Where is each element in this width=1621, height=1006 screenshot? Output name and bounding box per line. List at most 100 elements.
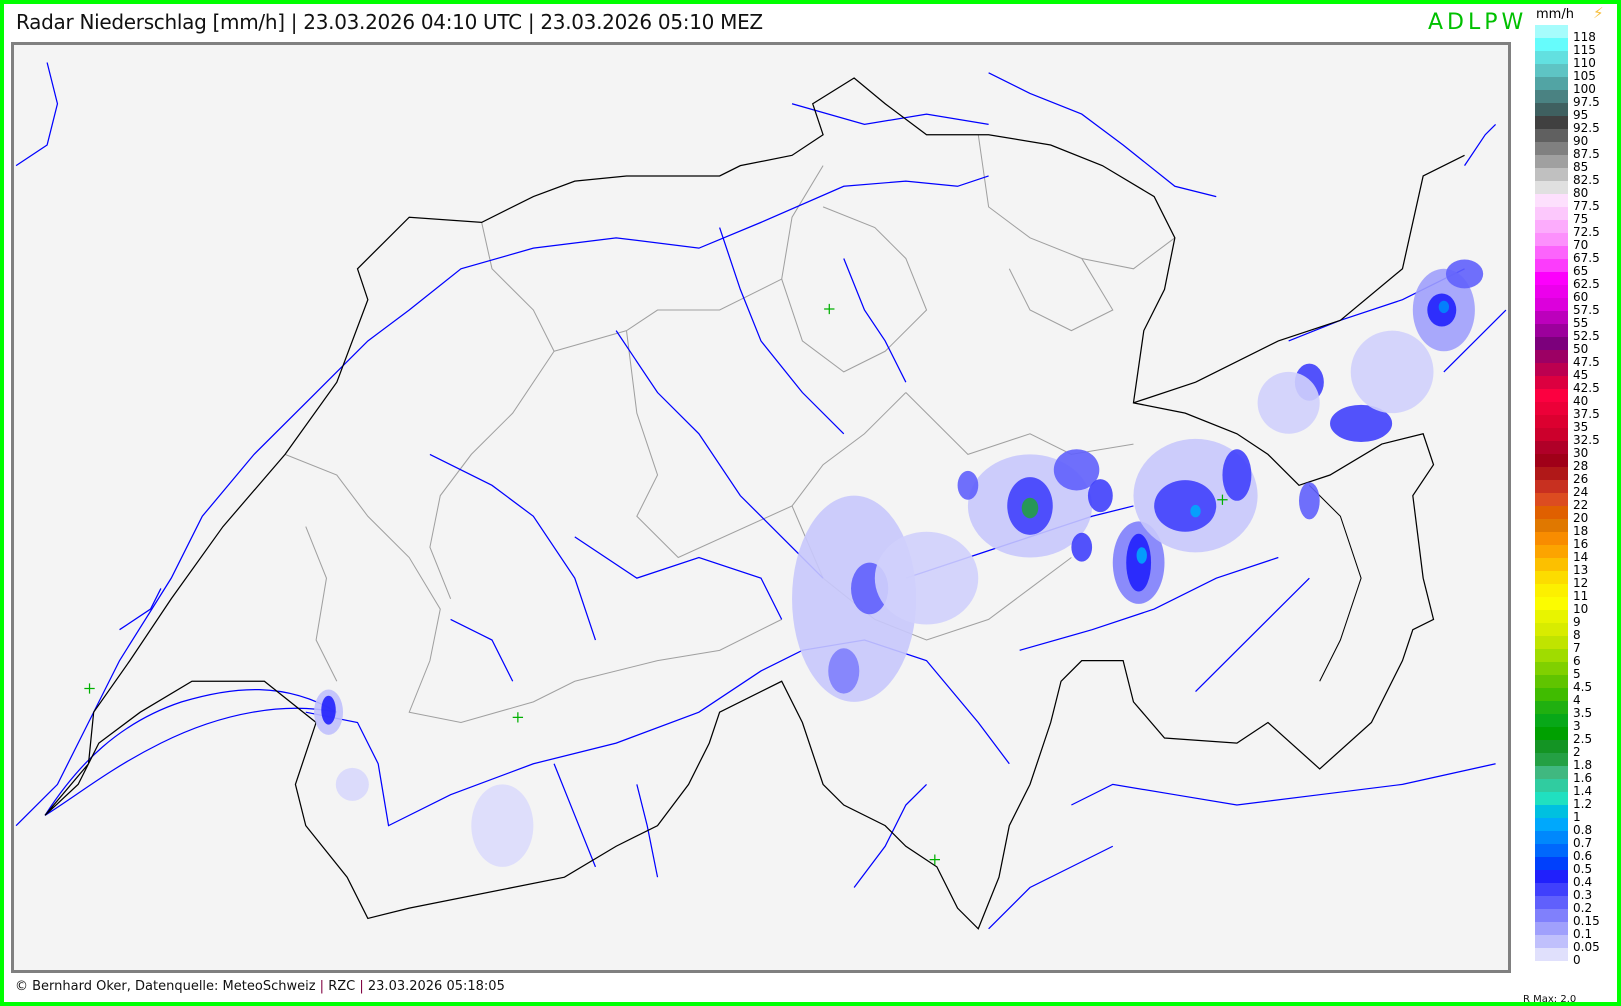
product-code: RZC: [328, 979, 356, 994]
legend-swatch: [1535, 753, 1568, 766]
legend-swatch: [1535, 428, 1568, 441]
legend-swatch: [1535, 441, 1568, 454]
legend-swatch: [1535, 870, 1568, 883]
legend-swatch: [1535, 77, 1568, 90]
legend-label: 18: [1573, 524, 1589, 538]
precipitation-cell: [1021, 497, 1039, 519]
legend-label: 0.4: [1573, 875, 1593, 889]
legend-label: 0.1: [1573, 927, 1593, 941]
legend-swatch: [1535, 623, 1568, 636]
river: [988, 845, 1114, 930]
legend-label: 110: [1573, 56, 1596, 70]
legend-swatch: [1535, 922, 1568, 935]
precipitation-cell: [1071, 532, 1093, 562]
legend-swatch: [1535, 909, 1568, 922]
country-border: [44, 77, 1435, 930]
station-cross-icon: [1217, 494, 1228, 505]
separator: |: [319, 979, 325, 994]
legend-label: 100: [1573, 82, 1596, 96]
legend-swatch: [1535, 51, 1568, 64]
legend-swatch: [1535, 857, 1568, 870]
legend-swatch: [1535, 285, 1568, 298]
legend-swatch: [1535, 714, 1568, 727]
legend-swatch: [1535, 454, 1568, 467]
country-border: [1133, 154, 1465, 404]
legend-swatch: [1535, 545, 1568, 558]
legend-label: 3: [1573, 719, 1581, 733]
legend-swatch: [1535, 779, 1568, 792]
legend-swatch: [1535, 844, 1568, 857]
legend-swatch: [1535, 584, 1568, 597]
radar-map[interactable]: [11, 42, 1511, 973]
legend-swatch: [1535, 25, 1568, 38]
legend-swatch: [1535, 272, 1568, 285]
precipitation-cell: [1445, 259, 1484, 289]
legend-swatch: [1535, 558, 1568, 571]
lightning-icon[interactable]: ⚡: [1593, 4, 1604, 22]
legend-label: 97.5: [1573, 95, 1600, 109]
legend-label: 62.5: [1573, 277, 1600, 291]
legend-label: 77.5: [1573, 199, 1600, 213]
precipitation-cell: [828, 648, 860, 694]
legend-label: 32.5: [1573, 433, 1600, 447]
precipitation-cell: [1190, 504, 1201, 518]
legend-label: 0.3: [1573, 888, 1593, 902]
legend-swatch: [1535, 129, 1568, 142]
river: [1019, 556, 1279, 651]
legend-swatch: [1535, 363, 1568, 376]
legend-swatch: [1535, 896, 1568, 909]
legend-swatch: [1535, 688, 1568, 701]
precipitation-cell: [1053, 449, 1100, 491]
legend-label: 0.6: [1573, 849, 1593, 863]
legend-label: 57.5: [1573, 303, 1600, 317]
precipitation-cell: [1126, 533, 1152, 592]
canton-border: [305, 526, 338, 682]
legend-swatch: [1535, 142, 1568, 155]
legend-label: 42.5: [1573, 381, 1600, 395]
legend-swatch: [1535, 64, 1568, 77]
legend-label: 4.5: [1573, 680, 1593, 694]
legend-label: 0.5: [1573, 862, 1593, 876]
legend-label: 92.5: [1573, 121, 1600, 135]
legend-label: 118: [1573, 30, 1596, 44]
legend-swatch: [1535, 740, 1568, 753]
legend-swatch: [1535, 116, 1568, 129]
river: [843, 258, 907, 383]
legend-swatch: [1535, 571, 1568, 584]
station-cross-icon: [824, 303, 835, 315]
legend-swatch: [1535, 597, 1568, 610]
canton-border: [977, 134, 1114, 332]
legend-swatch: [1535, 935, 1568, 948]
legend-label: 0.2: [1573, 901, 1593, 915]
river: [988, 72, 1217, 198]
legend-label: 55: [1573, 316, 1589, 330]
legend-swatch: [1535, 948, 1568, 961]
legend-label: 50: [1573, 342, 1589, 356]
legend-label: 35: [1573, 420, 1589, 434]
legend-swatch: [1535, 766, 1568, 779]
legend-swatch: [1535, 207, 1568, 220]
river: [1464, 123, 1497, 166]
legend-label: 0.05: [1573, 940, 1600, 954]
legend-label: 20: [1573, 511, 1589, 525]
legend-label: 0.8: [1573, 823, 1593, 837]
legend-label: 16: [1573, 537, 1589, 551]
legend-label: 4: [1573, 693, 1581, 707]
canton-border: [905, 392, 1134, 455]
legend-label: 45: [1573, 368, 1589, 382]
legend-label: 2: [1573, 745, 1581, 759]
legend-swatch: [1535, 311, 1568, 324]
legend-swatch: [1535, 246, 1568, 259]
legend-swatch: [1535, 480, 1568, 493]
legend-swatch: [1535, 831, 1568, 844]
legend-label: 67.5: [1573, 251, 1600, 265]
river: [429, 453, 597, 641]
legend-swatch: [1535, 103, 1568, 116]
credit-text: © Bernhard Oker, Datenquelle: MeteoSchwe…: [15, 979, 316, 994]
legend-label: 90: [1573, 134, 1589, 148]
legend-label: 47.5: [1573, 355, 1600, 369]
map-canvas: [15, 62, 1507, 930]
river: [636, 784, 659, 878]
river: [119, 588, 162, 631]
